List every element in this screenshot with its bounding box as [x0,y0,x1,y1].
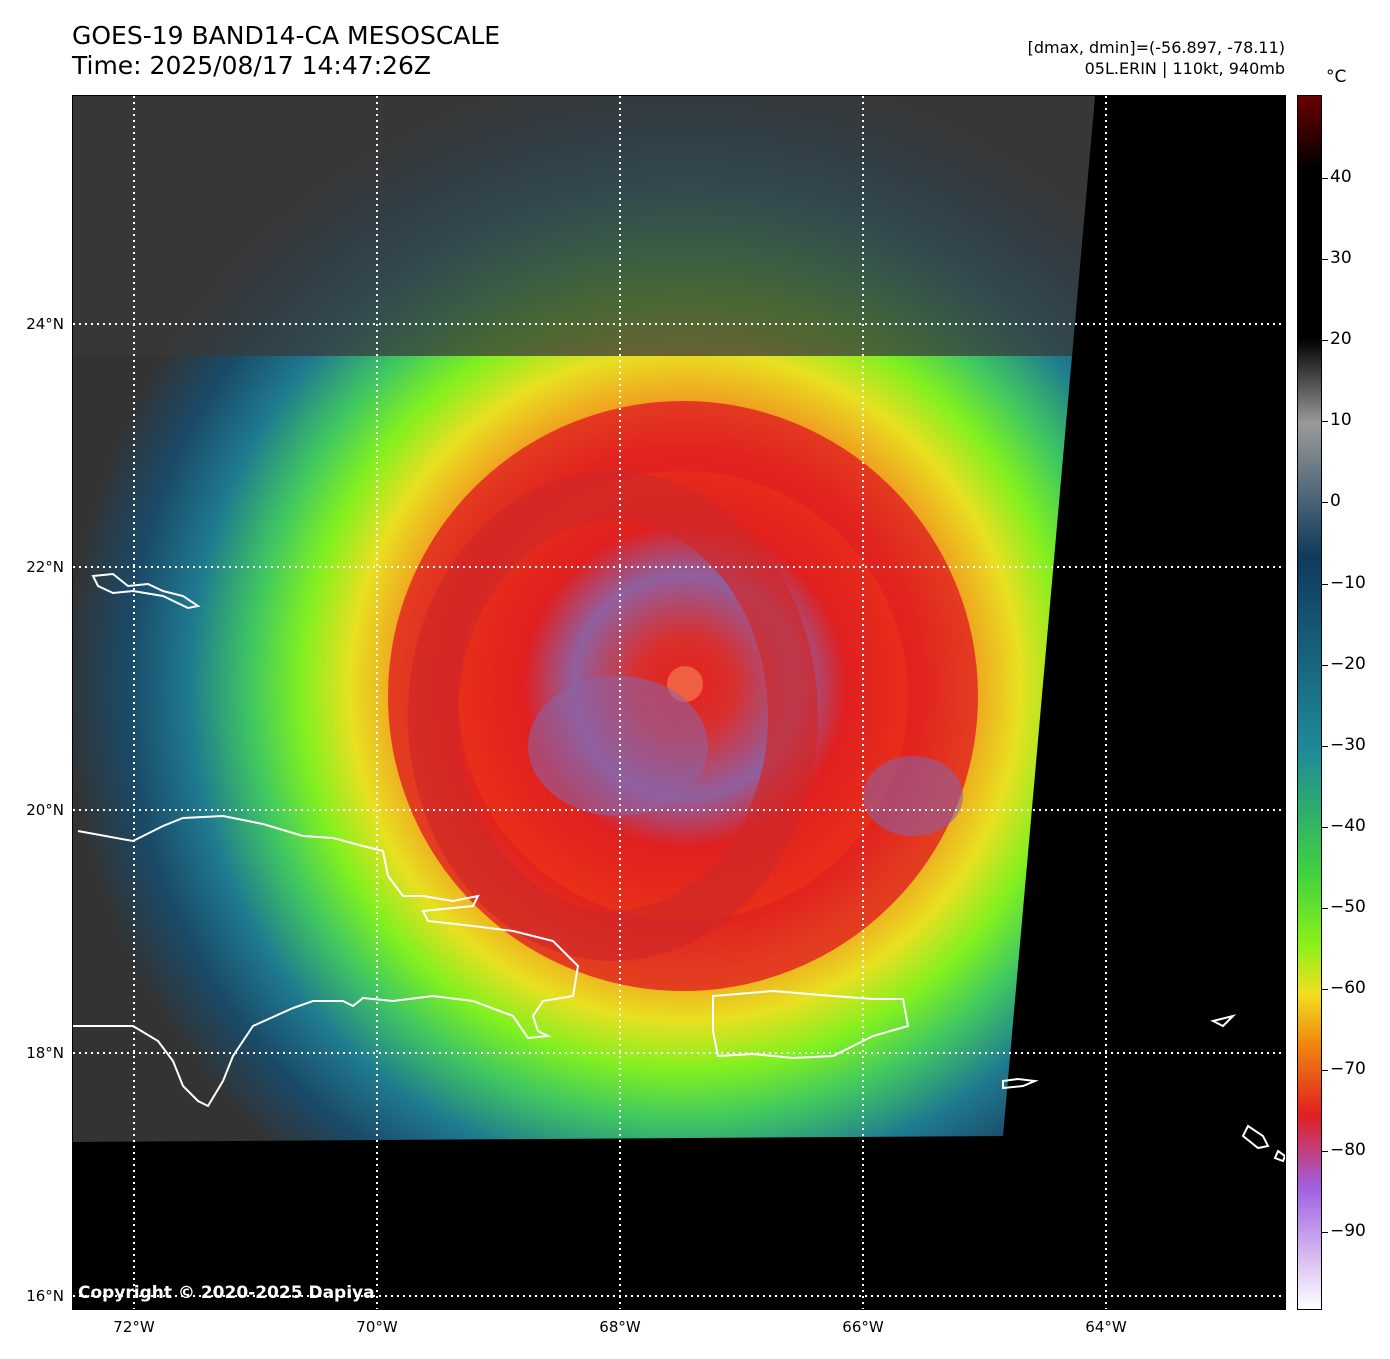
colorbar-tick-label: 20 [1330,329,1352,350]
colorbar-tick-mark [1322,1232,1328,1234]
lon-label-70: 70°W [356,1318,398,1336]
colorbar-tick-label: 10 [1330,410,1352,431]
colorbar-tick-label: 30 [1330,248,1352,269]
colorbar-tick-mark [1322,664,1328,666]
lon-label-64: 64°W [1085,1318,1127,1336]
lon-label-72: 72°W [113,1318,155,1336]
coastlines [73,572,1285,1163]
colorbar-tick-label: −70 [1330,1059,1366,1080]
lat-label-22: 22°N [26,558,64,576]
colorbar-tick-label: −30 [1330,734,1366,755]
colorbar-tick-label: −10 [1330,572,1366,593]
lat-label-24: 24°N [26,315,64,333]
colorbar-tick-label: −20 [1330,653,1366,674]
colorbar-tick-mark [1322,583,1328,585]
colorbar-tick-mark [1322,989,1328,990]
lat-label-18: 18°N [26,1044,64,1062]
satellite-image-svg [73,96,1285,1309]
colorbar-tick-label: −60 [1330,978,1366,998]
colorbar-tick-label: −50 [1330,896,1366,917]
colorbar-tick-mark [1322,1151,1328,1153]
colorbar-tick-label: 0 [1330,491,1341,512]
colorbar-tick-mark [1322,340,1328,342]
colorbar-tick-label: −80 [1330,1140,1366,1161]
graticule [73,96,1285,1309]
colorbar-tick-mark [1322,502,1328,504]
colorbar-tick-mark [1322,1070,1328,1072]
lat-label-16: 16°N [26,1287,64,1305]
timestamp: Time: 2025/08/17 14:47:26Z [72,51,431,80]
lon-label-68: 68°W [599,1318,641,1336]
colorbar-unit: °C [1326,67,1347,87]
colorbar-tick-label: −40 [1330,815,1366,836]
chart-title: GOES-19 BAND14-CA MESOSCALE [72,21,501,50]
colorbar-tick-mark [1322,907,1328,909]
colorbar-tick-mark [1322,178,1328,179]
colorbar-tick-label: 40 [1330,167,1352,187]
colorbar-tick-mark [1322,259,1328,261]
colorbar-tick-label: −90 [1330,1221,1366,1242]
lat-label-20: 20°N [26,801,64,819]
colorbar-tick-mark [1322,745,1328,747]
range-text: [dmax, dmin]=(-56.897, -78.11) [1027,38,1285,57]
satellite-image [72,95,1286,1310]
colorbar-tick-mark [1322,826,1328,828]
colorbar [1297,95,1322,1310]
copyright-text: Copyright © 2020-2025 Dapiya [78,1283,375,1303]
colorbar-tick-mark [1322,421,1328,423]
storm-info: 05L.ERIN | 110kt, 940mb [1084,59,1285,78]
lon-label-66: 66°W [842,1318,884,1336]
